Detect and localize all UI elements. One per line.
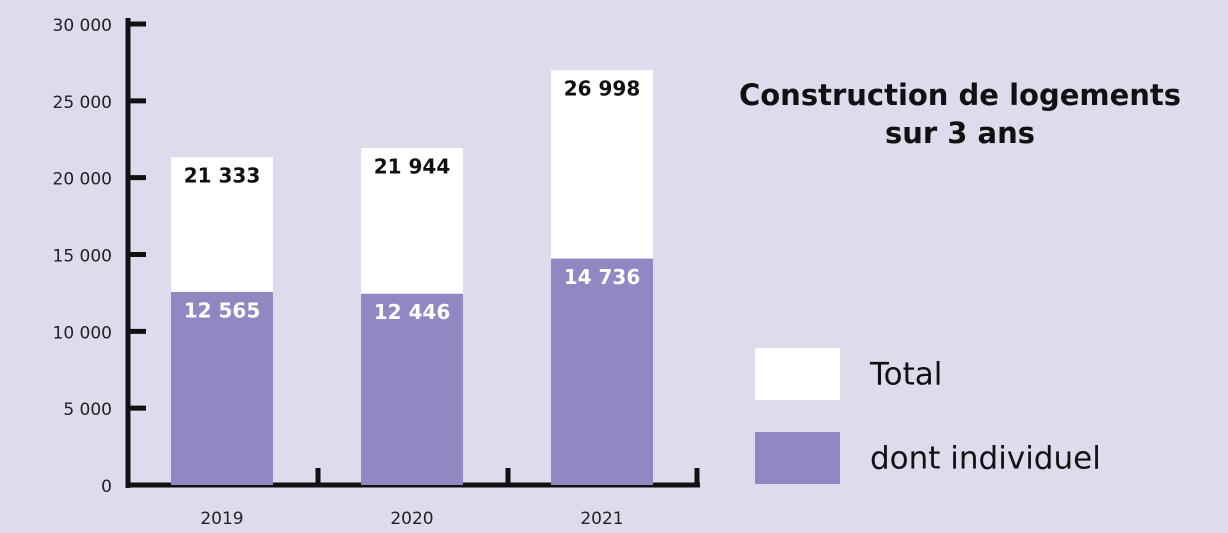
bar: [361, 293, 463, 485]
y-tick-label: 30 000: [53, 16, 112, 36]
value-label: 12 446: [374, 300, 451, 324]
x-tick-label: 2020: [390, 509, 433, 529]
bar: [171, 291, 273, 485]
value-label: 26 998: [564, 77, 641, 101]
value-label: 21 944: [374, 154, 451, 178]
y-tick-label: 25 000: [53, 93, 112, 113]
y-tick-label: 0: [101, 477, 112, 497]
legend-swatch: [755, 348, 840, 400]
legend-label: dont individuel: [870, 441, 1101, 477]
y-tick-label: 15 000: [53, 247, 112, 267]
value-label: 12 565: [184, 298, 261, 322]
bar: [551, 258, 653, 485]
value-label: 21 333: [184, 164, 261, 188]
legend-swatch: [755, 432, 840, 484]
x-tick-label: 2019: [200, 509, 243, 529]
y-tick-label: 5 000: [63, 400, 112, 420]
x-tick-label: 2021: [580, 509, 623, 529]
legend-label: Total: [869, 357, 942, 393]
chart-title: Construction de logements sur 3 ans: [738, 78, 1182, 150]
y-tick-label: 20 000: [53, 170, 112, 190]
y-tick-label: 10 000: [53, 323, 112, 343]
value-label: 14 736: [564, 265, 641, 289]
